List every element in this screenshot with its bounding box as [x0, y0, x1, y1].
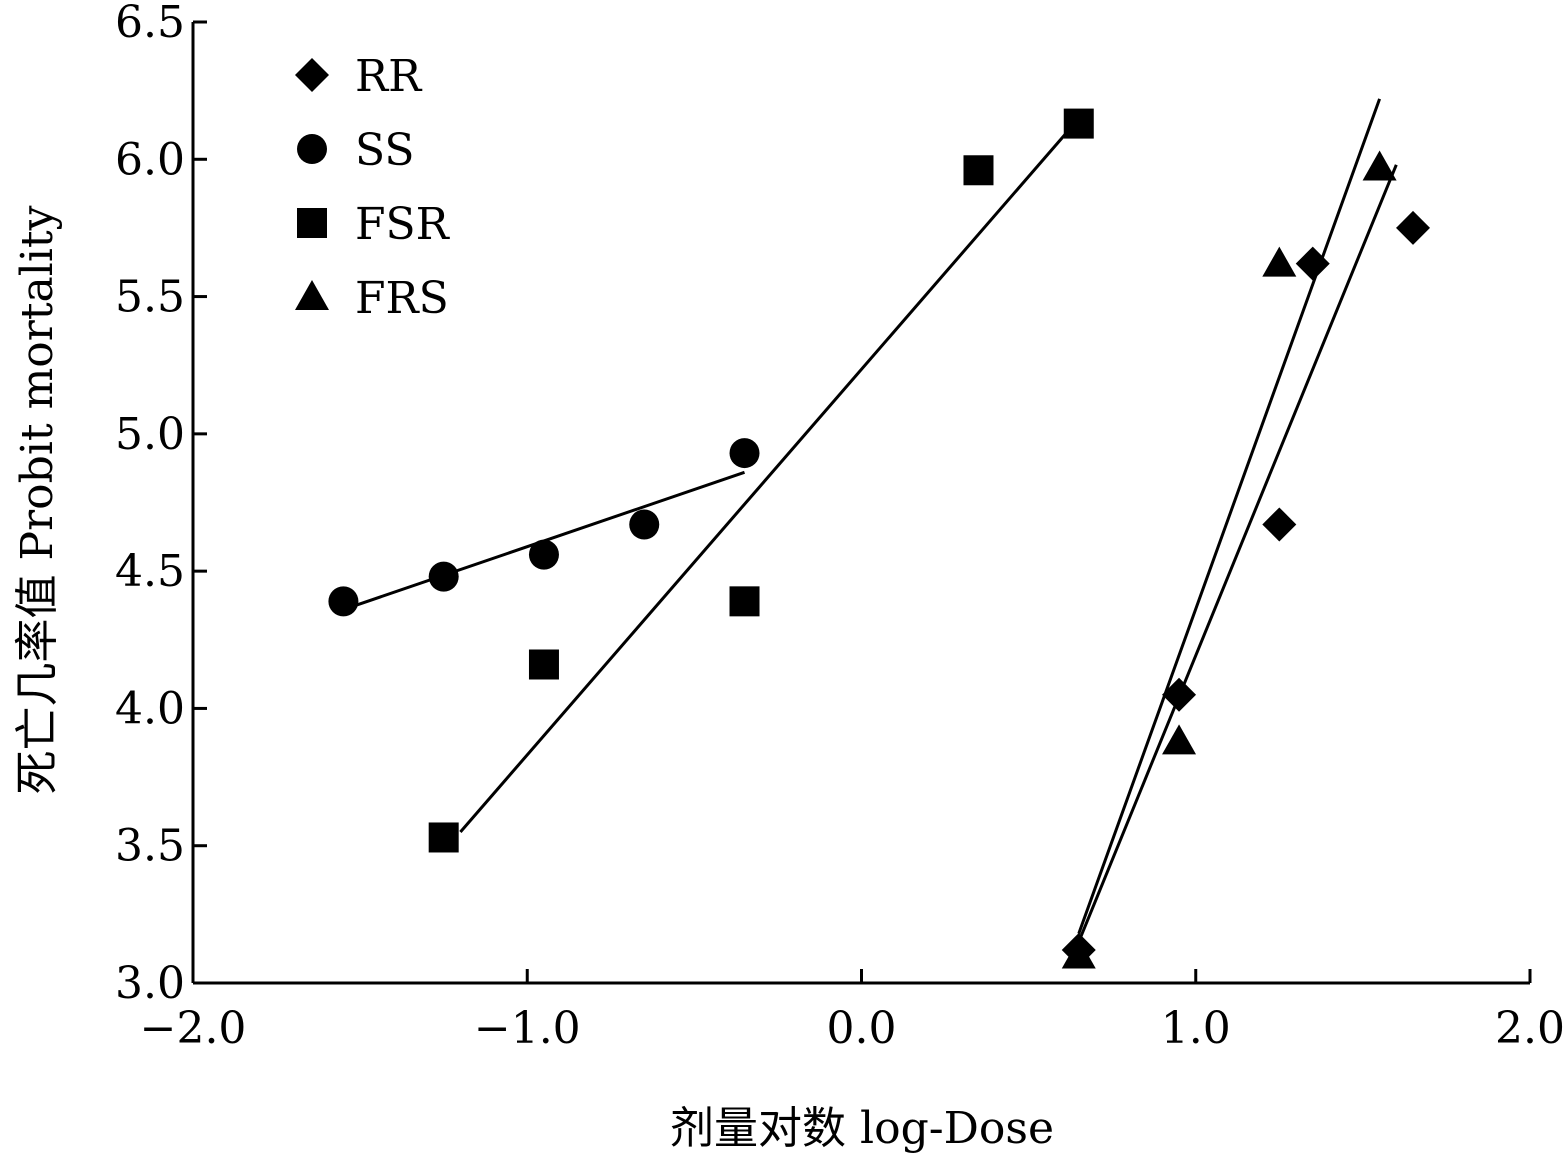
y-tick-label: 4.0 [115, 683, 185, 734]
x-axis-title: 剂量对数 log-Dose [670, 1103, 1054, 1154]
x-tick-label: −1.0 [474, 1003, 581, 1054]
point-fsr [1063, 108, 1094, 139]
y-tick-label: 5.0 [115, 409, 185, 460]
x-tick-label: 1.0 [1161, 1003, 1231, 1054]
y-tick-label: 6.5 [115, 0, 185, 48]
point-rr [1295, 246, 1330, 281]
point-frs [1362, 150, 1397, 181]
x-tick-label: 2.0 [1495, 1003, 1565, 1054]
fit-line-fsr [459, 125, 1074, 833]
point-rr [1162, 677, 1197, 712]
point-fsr [963, 155, 994, 186]
legend-marker-frs [295, 280, 329, 310]
fit-line-frs [1077, 98, 1381, 935]
point-ss [328, 586, 359, 617]
fit-line-rr [1077, 164, 1398, 943]
y-tick-label: 6.0 [115, 134, 185, 185]
legend-label-frs: FRS [355, 273, 449, 324]
y-tick-label: 5.5 [115, 272, 185, 323]
fit-lines [342, 98, 1398, 943]
x-tick-label: −2.0 [140, 1003, 247, 1054]
point-fsr [428, 822, 459, 853]
point-fsr [528, 649, 559, 680]
legend-marker-rr [295, 58, 329, 92]
point-ss [428, 561, 459, 592]
point-rr [1262, 507, 1297, 542]
legend-label-ss: SS [355, 125, 415, 176]
x-tick-label: 0.0 [827, 1003, 897, 1054]
point-ss [629, 509, 660, 540]
axes: −2.0 −1.0 0.0 1.0 2.0 3.0 3.5 4.0 4.5 5.0 5.5 6.0 6.… [115, 0, 1565, 1054]
y-tick-label: 4.5 [115, 546, 185, 597]
point-fsr [729, 586, 760, 617]
y-tick-label: 3.5 [115, 821, 185, 872]
legend-marker-ss [297, 134, 327, 164]
legend-label-rr: RR [355, 51, 423, 102]
point-frs [1262, 246, 1297, 277]
point-ss [528, 539, 559, 570]
data-points [328, 108, 1431, 969]
point-frs [1162, 724, 1197, 755]
legend-label-fsr: FSR [355, 199, 451, 250]
y-tick-label: 3.0 [115, 958, 185, 1009]
point-ss [729, 438, 760, 469]
point-frs [1061, 938, 1096, 969]
point-rr [1396, 210, 1431, 245]
legend: RR SS FSR FRS [295, 51, 451, 324]
y-axis-title: 死亡几率值 Probit mortality [12, 205, 63, 794]
legend-marker-fsr [297, 208, 327, 238]
